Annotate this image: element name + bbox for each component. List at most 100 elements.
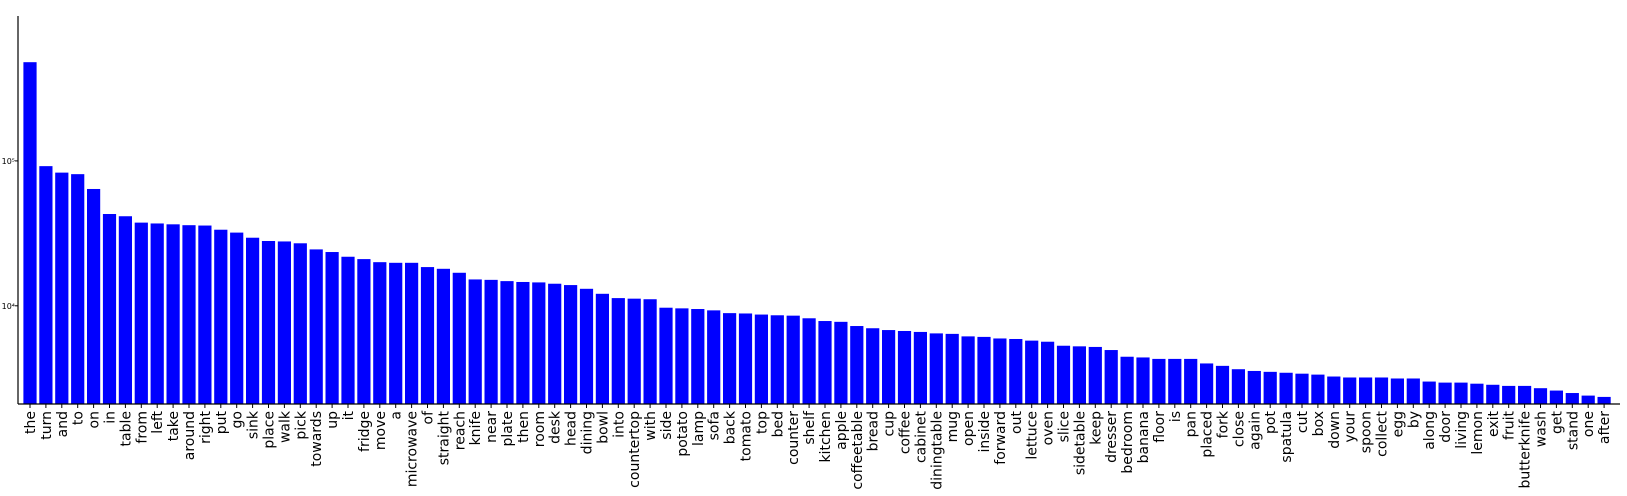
x-tick-label: pick [293,410,309,439]
bar-plate [500,281,514,404]
bar-head [564,285,578,404]
bar-to [71,174,85,404]
bar-one [1581,395,1595,404]
bar-out [1009,338,1023,404]
x-tick-label: oven [1041,411,1057,445]
x-tick-label: lettuce [1025,411,1041,460]
x-tick-label: pot [1263,411,1279,434]
x-tick-label: potato [675,411,691,457]
bar-go [230,232,244,404]
x-tick-label: the [23,411,39,434]
x-tick-label: after [1597,411,1613,444]
bar-then [516,281,530,404]
bar-straight [436,268,450,404]
x-tick-label: kitchen [818,411,834,463]
bar-turn [39,166,53,404]
x-tick-label: fridge [357,411,373,452]
bar-left [150,223,164,404]
bar-counter [786,315,800,404]
x-tick-label: up [325,411,341,429]
bar-tomato [738,313,753,404]
x-tick-label: door [1438,411,1454,443]
x-tick-label: floor [1152,411,1168,443]
bar-slice [1056,345,1071,404]
x-tick-label: along [1422,411,1438,450]
bar-from [134,222,148,404]
bar-mug [945,333,959,404]
x-tick-label: sidetable [1072,411,1088,475]
bar-right [198,225,212,404]
bar-into [611,298,625,404]
x-tick-label: dining [580,411,596,454]
x-tick-label: of [421,410,437,425]
x-tick-label: back [723,410,739,444]
bar-close [1231,369,1245,404]
bar-after [1597,396,1611,404]
bar-spatula [1279,372,1293,404]
bar-fridge [357,259,371,404]
x-tick-label: into [611,411,627,438]
x-tick-label: put [214,410,230,434]
x-tick-label: egg [1390,411,1406,437]
bar-near [484,279,498,404]
x-tick-label: bed [770,411,786,437]
bar-bowl [595,293,609,404]
bar-kitchen [818,321,832,404]
bar-cabinet [913,331,927,404]
x-tick-label: towards [309,411,325,467]
bar-egg [1390,378,1404,404]
x-tick-label: cup [882,411,898,437]
bar-cup [882,330,896,404]
x-tick-label: a [389,411,405,420]
bar-along [1422,381,1436,404]
x-tick-label: mug [945,411,961,442]
x-tick-label: slice [1057,411,1073,442]
x-tick-label: placed [1200,411,1216,458]
x-tick-label: turn [39,411,55,440]
x-tick-label: left [150,411,166,434]
bar-living [1454,382,1468,404]
bar-take [166,224,180,404]
bar-fork [1215,365,1230,404]
bar-stand [1565,393,1579,404]
x-tick-label: move [373,411,389,450]
bar-down [1327,376,1341,404]
bar-desk [548,283,562,404]
bar-shelf [802,318,816,404]
bar-cut [1295,373,1309,404]
bar-knife [468,279,482,404]
x-tick-label: butterknife [1518,411,1534,489]
x-tick-label: fruit [1502,410,1518,439]
bar-bread [866,328,880,404]
x-tick-label: head [564,411,580,446]
x-tick-label: coffeetable [850,411,866,490]
bar-sofa [707,310,721,404]
x-tick-label: dresser [1104,411,1120,463]
bar-forward [993,338,1007,404]
x-tick-label: open [961,411,977,446]
bar-room [532,282,546,404]
bar-again [1247,370,1261,404]
x-tick-label: diningtable [929,411,945,490]
x-tick-label: desk [548,410,564,444]
bar-coffee [897,330,912,404]
bar-diningtable [929,333,943,404]
bar-back [723,313,737,404]
bar-floor [1152,358,1166,404]
x-tick-label: place [262,411,278,449]
bar-keep [1088,346,1102,404]
x-tick-label: go [230,411,246,428]
x-tick-label: out [1009,410,1025,433]
x-tick-label: apple [834,411,850,450]
bar-side [659,307,673,404]
bar-is [1168,358,1182,404]
bar-pan [1184,358,1198,404]
bar-walk [277,241,291,404]
x-tick-label: by [1406,411,1422,428]
x-tick-label: around [182,411,198,460]
bar-in [102,214,117,404]
bar-reach [452,272,466,404]
bar-fruit [1502,385,1516,404]
